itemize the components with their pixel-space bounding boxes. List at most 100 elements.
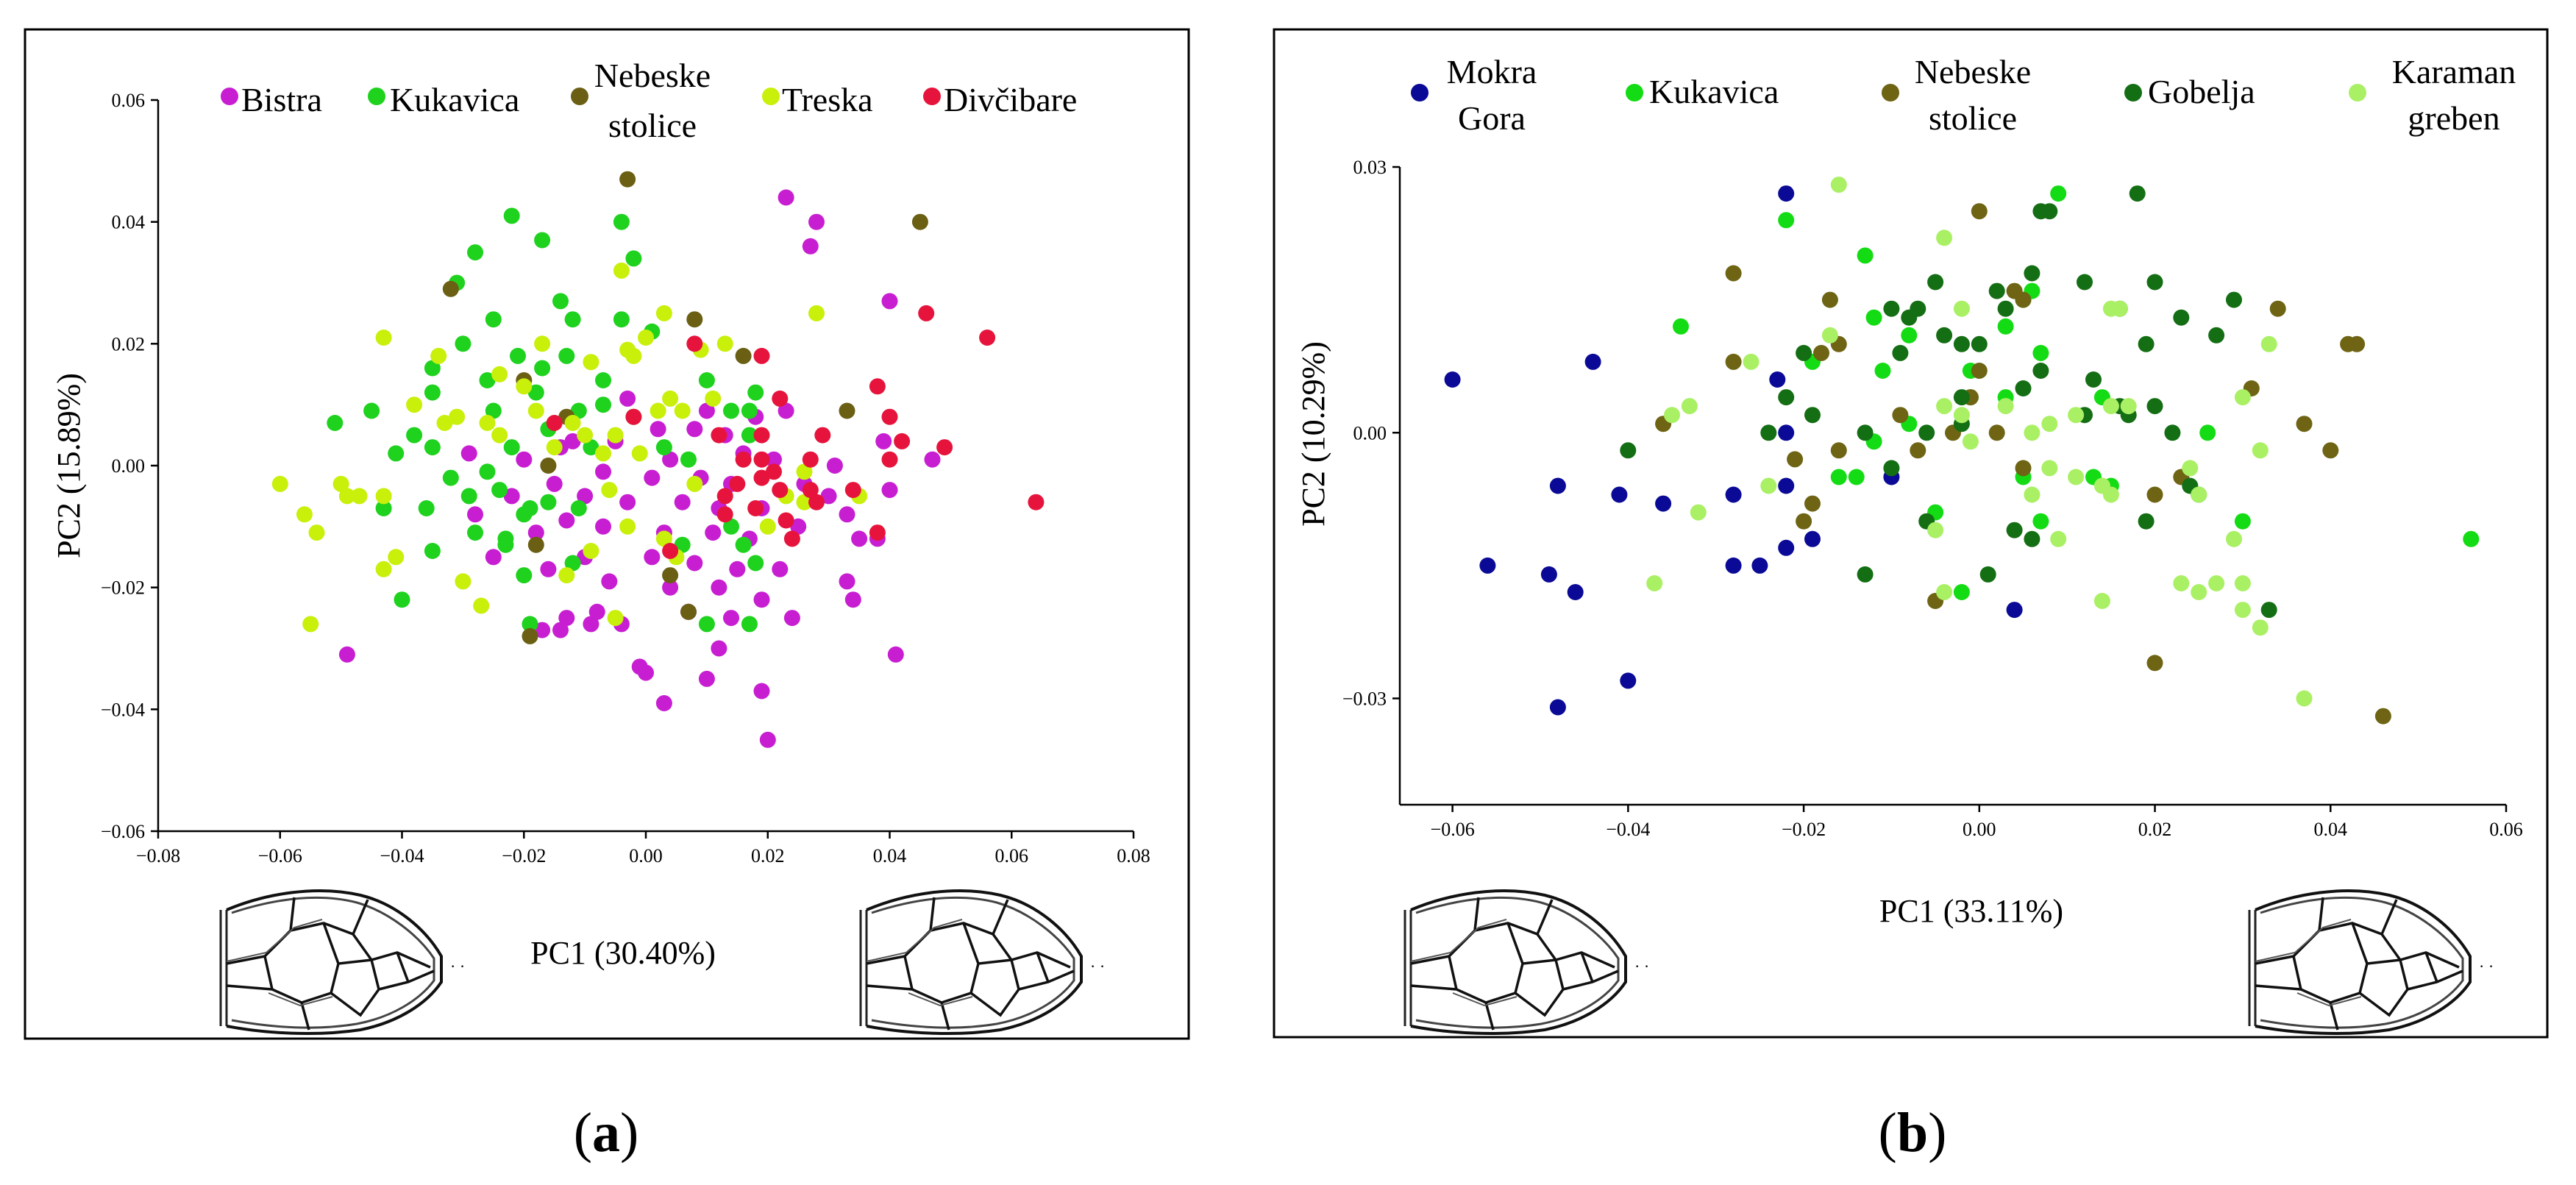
panel-a-point-treska (271, 475, 288, 492)
panel-b-legend: Mokra Gora Kukavica Nebeske stolice Gobelj… (1411, 53, 2516, 137)
panel-b-point-gobelja (1796, 344, 1812, 361)
legend-b-swatch-kukavica (1626, 84, 1643, 102)
panel-a-point-kukavica (460, 488, 477, 505)
panel-b-point-gobelja (2146, 274, 2163, 291)
panel-a-point-bistra (808, 213, 825, 230)
panel-b-point-gobelja (2146, 398, 2163, 415)
subfigure-label-b: (b) (1879, 1102, 1947, 1164)
panel-b-point-karaman-greben (2041, 460, 2058, 477)
panel-a-point-bistra (662, 579, 679, 596)
panel-a-point-div-ibare (716, 506, 733, 523)
panel-a-point-bistra (619, 494, 636, 510)
panel-a-point-bistra (729, 561, 746, 577)
panel-b-point-mokra-gora (1549, 477, 1566, 494)
panel-b-point-gobelja (1997, 300, 2014, 317)
panel-a-point-treska (375, 488, 392, 505)
panel-a-point-treska (796, 494, 813, 510)
panel-a-point-treska (430, 347, 447, 364)
panel-a-point-nebeske-stolice (911, 213, 928, 230)
panel-a-point-div-ibare (802, 482, 819, 499)
panel-b-point-gobelja (1988, 282, 2005, 299)
legend-b-swatch-mokra-gora (1411, 84, 1428, 102)
panel-b-point-gobelja (2006, 522, 2023, 538)
panel-a-point-div-ibare (881, 408, 898, 425)
panel-b-point-mokra-gora (1778, 477, 1795, 494)
panel-a-point-kukavica (497, 530, 514, 547)
panel-b-point-gobelja (1760, 424, 1777, 441)
panel-a-point-kukavica (723, 518, 739, 535)
panel-a-point-nebeske-stolice (662, 567, 679, 584)
panel-a-point-bistra (772, 561, 789, 577)
panel-a-point-treska (375, 561, 392, 577)
panel-a-point-div-ibare (869, 524, 886, 541)
panel-b-ticks: −0.06 −0.04 −0.02 0.00 0.02 0.04 0.06 0.03 0.00 −… (1342, 157, 2523, 840)
panel-a-ytick-label: −0.02 (101, 577, 145, 599)
panel-a-point-kukavica (467, 524, 483, 541)
panel-a-point-div-ibare (625, 408, 642, 425)
panel-a-xtick-label: −0.08 (136, 845, 180, 866)
panel-a-point-bistra (558, 512, 575, 529)
panel-b-ytick-label: 0.00 (1353, 422, 1387, 444)
panel-b-point-karaman-greben (2050, 530, 2067, 547)
panel-a-point-kukavica (564, 555, 581, 572)
panel-a-point-bistra (595, 463, 611, 480)
panel-a-wing-right-icon (859, 889, 1107, 1036)
panel-a-point-treska (332, 475, 349, 492)
panel-a-point-treska (716, 335, 733, 352)
panel-b-xtick-label: 0.00 (1963, 819, 1996, 840)
panel-b-point-karaman-greben (1953, 300, 1970, 317)
legend-a-label-bistra: Bistra (241, 81, 322, 118)
panel-b-point-karaman-greben (1646, 575, 1663, 591)
panel-b-xlabel: PC1 (33.11%) (1879, 893, 2063, 929)
panel-a-point-kukavica (394, 591, 410, 608)
panel-b-point-gobelja (1804, 407, 1821, 424)
panel-b-xtick-label: −0.06 (1431, 819, 1475, 840)
panel-b-xtick-label: −0.04 (1606, 819, 1650, 840)
panel-a-point-kukavica (418, 500, 435, 516)
panel-a-point-kukavica (479, 463, 496, 480)
panel-b-point-karaman-greben (2252, 442, 2269, 459)
panel-a-point-bistra (875, 433, 892, 449)
panel-a-point-treska (491, 366, 508, 382)
panel-b-point-karaman-greben (1936, 584, 1953, 600)
panel-a-point-treska (546, 439, 563, 456)
panel-a-point-nebeske-stolice (442, 280, 459, 297)
panel-a-point-nebeske-stolice (619, 171, 636, 188)
panel-b-point-mokra-gora (1620, 672, 1637, 689)
panel-a-point-treska (655, 530, 672, 547)
panel-b-point-kukavica (1865, 309, 1882, 326)
panel-a-point-bistra (674, 494, 691, 510)
panel-b-point-karaman-greben (2182, 460, 2199, 477)
panel-a-point-kukavica (747, 384, 764, 401)
legend-a-label-kukavica: Kukavica (390, 81, 519, 118)
panel-b-point-karaman-greben (2041, 416, 2058, 433)
panel-b-point-karaman-greben (1997, 398, 2014, 415)
panel-a-point-kukavica (583, 439, 599, 456)
panel-b-point-kukavica (2463, 530, 2480, 547)
panel-b-point-mokra-gora (2006, 602, 2023, 619)
panel-a-point-div-ibare (936, 439, 953, 456)
panel-a-point-treska (296, 506, 313, 523)
panel-b-point-mokra-gora (1567, 584, 1584, 600)
panel-b-point-karaman-greben (1830, 177, 1847, 193)
panel-a-wing-left-icon (219, 889, 467, 1036)
panel-a-point-treska (607, 610, 624, 627)
panel-b-point-nebeske-stolice (1787, 451, 1804, 468)
panel-a-point-treska (674, 402, 691, 419)
panel-b-point-nebeske-stolice (2374, 708, 2391, 725)
panel-a-point-kukavica (741, 402, 758, 419)
panel-b-point-mokra-gora (1540, 566, 1557, 583)
panel-a-point-div-ibare (729, 475, 746, 492)
panel-a-point-kukavica (516, 567, 533, 584)
panel-a-point-div-ibare (802, 451, 819, 468)
panel-a-point-div-ibare (546, 415, 563, 431)
legend-b-swatch-nebeske (1882, 84, 1899, 102)
panel-a-point-treska (473, 597, 490, 614)
panel-b-point-karaman-greben (2260, 335, 2277, 352)
panel-a-point-bistra (552, 622, 569, 638)
panel-a-plot-area: −0.08 −0.06 −0.04 −0.02 0.00 0.02 0.04 0.06 0.08… (101, 90, 1150, 866)
panel-a-point-bistra (778, 189, 794, 206)
panel-b-point-kukavica (2199, 424, 2216, 441)
panel-a-xtick-label: 0.00 (629, 845, 663, 866)
legend-a-swatch-treska (762, 88, 780, 105)
